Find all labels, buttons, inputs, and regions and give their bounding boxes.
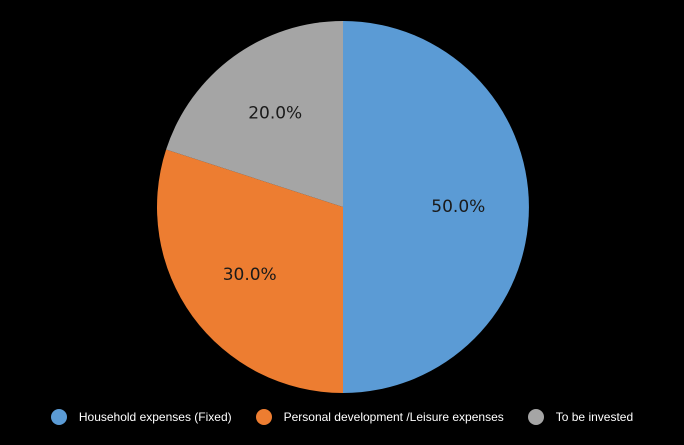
legend-marker-personal-development bbox=[255, 409, 272, 425]
slice-personal-development[interactable] bbox=[157, 149, 343, 393]
legend-item-personal-development[interactable]: Personal development /Leisure expenses bbox=[255, 409, 504, 425]
slice-to-be-invested[interactable] bbox=[166, 21, 343, 207]
chart-legend: Household expenses (Fixed) Personal deve… bbox=[0, 405, 684, 429]
legend-marker-household bbox=[50, 409, 67, 425]
pie-data-labels: 50.0% 30.0% 20.0% bbox=[223, 104, 486, 285]
data-label-to-be-invested: 20.0% bbox=[248, 104, 302, 124]
slice-household[interactable] bbox=[343, 21, 529, 393]
legend-marker-to-be-invested bbox=[527, 409, 544, 425]
data-label-personal-development: 30.0% bbox=[223, 265, 277, 285]
legend-item-household[interactable]: Household expenses (Fixed) bbox=[50, 409, 232, 425]
legend-item-to-be-invested[interactable]: To be invested bbox=[527, 409, 634, 425]
pie-slices bbox=[157, 21, 529, 393]
legend-label-household: Household expenses (Fixed) bbox=[78, 410, 232, 424]
legend-label-to-be-invested: To be invested bbox=[555, 410, 634, 424]
data-label-household: 50.0% bbox=[431, 197, 485, 217]
legend-label-personal-development: Personal development /Leisure expenses bbox=[283, 410, 504, 424]
